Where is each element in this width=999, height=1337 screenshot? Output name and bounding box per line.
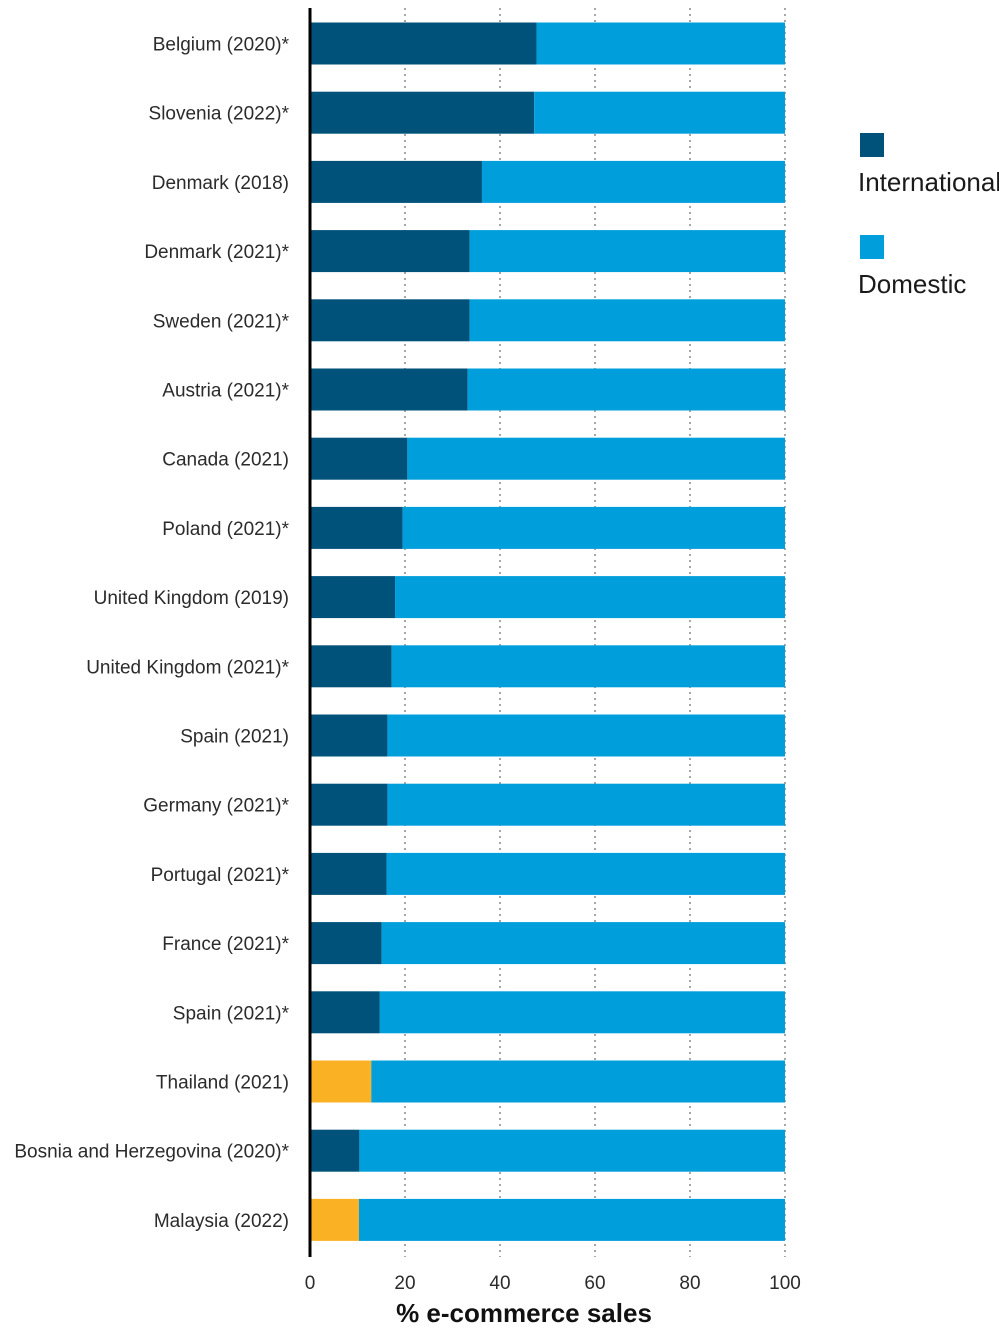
bar-international-spain-2021 — [310, 714, 388, 757]
bar-domestic-united-kingdom-2021 — [391, 645, 785, 688]
category-label-germany-2021: Germany (2021)* — [143, 796, 289, 817]
bar-international-austria-2021 — [310, 368, 468, 411]
category-label-slovenia-2022: Slovenia (2022)* — [149, 104, 290, 125]
bar-international-portugal-2021 — [310, 852, 387, 895]
bar-domestic-sweden-2021 — [469, 299, 785, 342]
category-label-belgium-2020: Belgium (2020)* — [153, 35, 290, 56]
category-label-denmark-2021: Denmark (2021)* — [144, 242, 289, 263]
bar-domestic-bosnia-and-herzegovina-2020 — [359, 1129, 785, 1172]
legend: International Domestic — [858, 133, 999, 299]
bar-international-germany-2021 — [310, 783, 388, 826]
bar-domestic-poland-2021 — [402, 506, 785, 549]
legend-label-domestic: Domestic — [858, 269, 966, 299]
category-label-malaysia-2022: Malaysia (2022) — [154, 1211, 289, 1232]
bar-international-united-kingdom-2019 — [310, 576, 396, 619]
x-tick-label-80: 80 — [679, 1273, 700, 1294]
category-label-denmark-2018: Denmark (2018) — [152, 173, 289, 194]
category-label-austria-2021: Austria (2021)* — [162, 381, 289, 402]
bar-international-slovenia-2022 — [310, 91, 535, 134]
bar-domestic-portugal-2021 — [386, 852, 785, 895]
category-label-united-kingdom-2021: United Kingdom (2021)* — [86, 657, 289, 678]
x-tick-label-20: 20 — [394, 1273, 415, 1294]
category-label-poland-2021: Poland (2021)* — [162, 519, 289, 540]
category-label-sweden-2021: Sweden (2021)* — [153, 311, 290, 332]
category-label-spain-2021: Spain (2021) — [180, 727, 289, 748]
bars — [310, 22, 785, 1241]
legend-swatch-domestic — [860, 235, 884, 259]
category-label-canada-2021: Canada (2021) — [162, 450, 289, 471]
bar-international-poland-2021 — [310, 506, 403, 549]
bar-domestic-denmark-2018 — [481, 160, 785, 203]
category-labels: Belgium (2020)* Slovenia (2022)* Denmark (… — [14, 35, 289, 1232]
bar-international-denmark-2018 — [310, 160, 482, 203]
category-label-france-2021: France (2021)* — [162, 934, 289, 955]
category-label-united-kingdom-2019: United Kingdom (2019) — [94, 588, 289, 609]
x-tick-label-40: 40 — [489, 1273, 510, 1294]
bar-domestic-germany-2021 — [387, 783, 785, 826]
bar-domestic-malaysia-2022 — [358, 1198, 785, 1241]
grid-lines — [404, 8, 786, 1257]
bar-domestic-united-kingdom-2019 — [395, 576, 785, 619]
bar-domestic-thailand-2021 — [371, 1060, 785, 1103]
bar-international-canada-2021 — [310, 437, 408, 480]
bar-international-bosnia-and-herzegovina-2020 — [310, 1129, 360, 1172]
category-label-bosnia-and-herzegovina-2020: Bosnia and Herzegovina (2020)* — [14, 1142, 289, 1163]
bar-domestic-belgium-2020 — [536, 22, 785, 65]
x-tick-label-0: 0 — [305, 1273, 316, 1294]
x-axis-title: % e-commerce sales — [396, 1298, 652, 1328]
category-label-thailand-2021: Thailand (2021) — [156, 1073, 289, 1094]
x-tick-label-60: 60 — [584, 1273, 605, 1294]
bar-domestic-canada-2021 — [407, 437, 785, 480]
bar-domestic-slovenia-2022 — [534, 91, 785, 134]
bar-domestic-austria-2021 — [467, 368, 785, 411]
bar-international-denmark-2021 — [310, 230, 470, 273]
bar-international-france-2021 — [310, 922, 382, 965]
category-label-portugal-2021: Portugal (2021)* — [151, 865, 290, 886]
bar-international-united-kingdom-2021 — [310, 645, 392, 688]
legend-swatch-international — [860, 133, 884, 157]
bar-international-malaysia-2022 — [310, 1198, 359, 1241]
category-label-spain-2021: Spain (2021)* — [173, 1003, 290, 1024]
bar-international-spain-2021 — [310, 991, 380, 1034]
bar-international-belgium-2020 — [310, 22, 537, 65]
bar-domestic-denmark-2021 — [469, 230, 785, 273]
bar-domestic-spain-2021 — [387, 714, 785, 757]
legend-label-international: International — [858, 167, 999, 197]
bar-international-sweden-2021 — [310, 299, 470, 342]
bar-domestic-france-2021 — [381, 922, 785, 965]
bar-domestic-spain-2021 — [379, 991, 785, 1034]
x-tick-label-100: 100 — [769, 1273, 801, 1294]
x-tick-labels: 0 20 40 60 80 100 — [305, 1273, 801, 1294]
bar-international-thailand-2021 — [310, 1060, 372, 1103]
